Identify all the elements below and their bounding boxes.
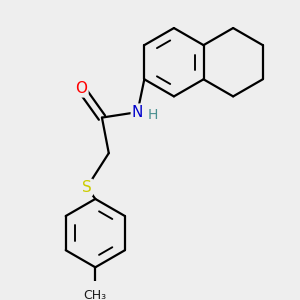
Text: O: O bbox=[75, 81, 87, 96]
Text: N: N bbox=[132, 105, 143, 120]
Text: H: H bbox=[147, 108, 158, 122]
Text: S: S bbox=[82, 180, 92, 195]
Text: CH₃: CH₃ bbox=[84, 289, 107, 300]
